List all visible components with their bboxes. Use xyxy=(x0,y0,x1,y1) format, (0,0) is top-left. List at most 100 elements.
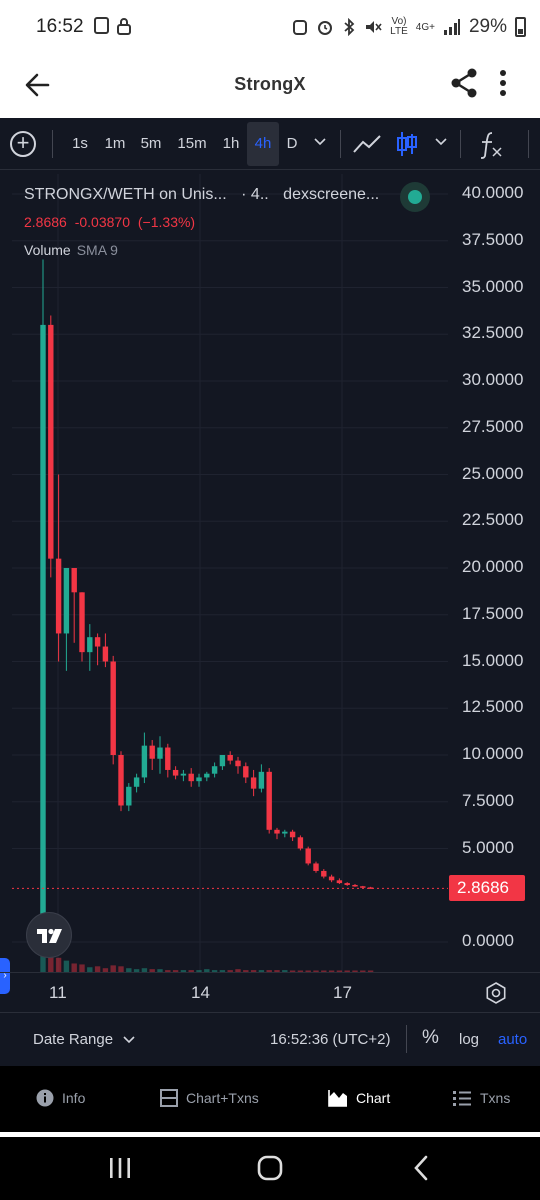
recent-apps-icon[interactable] xyxy=(108,1157,132,1179)
price-tick: 10.0000 xyxy=(462,744,524,763)
timeframe-4h[interactable]: 4h xyxy=(247,122,279,166)
candle xyxy=(367,887,374,889)
toolbar-divider xyxy=(528,130,529,158)
tab-info[interactable]: Info xyxy=(36,1086,85,1110)
timeframe-d[interactable]: D xyxy=(286,135,298,152)
volume-bar xyxy=(297,970,304,972)
chevron-down-icon[interactable] xyxy=(313,134,327,148)
price-tick: 32.5000 xyxy=(462,323,524,343)
legend-price: 2.8686 xyxy=(24,214,67,230)
tab-chart[interactable]: Chart xyxy=(328,1086,390,1110)
auto-scale-button[interactable]: auto xyxy=(498,1031,528,1048)
more-vert-icon[interactable] xyxy=(492,66,514,100)
volume-bar xyxy=(305,970,311,972)
volume-bar xyxy=(313,970,319,972)
chevron-down-icon[interactable] xyxy=(434,134,448,148)
volume-bar xyxy=(235,969,241,972)
back-nav-icon[interactable] xyxy=(412,1155,430,1181)
volume-bar xyxy=(274,970,280,972)
price-tick: 22.5000 xyxy=(462,510,524,530)
price-tick: 35.0000 xyxy=(462,276,524,296)
tab-txns[interactable]: Txns xyxy=(452,1086,510,1110)
price-tick: 20.0000 xyxy=(462,557,524,576)
tradingview-logo[interactable] xyxy=(26,912,72,958)
timeframe-15m[interactable]: 15m xyxy=(177,135,207,152)
candle xyxy=(344,883,350,885)
candle xyxy=(63,568,70,634)
status-bar: 16:52 Vo) LTE 4G+ 29% xyxy=(0,0,540,56)
volume-bar xyxy=(133,969,140,972)
price-tick: 7.5000 xyxy=(462,790,514,810)
chart-legend-price: 2.8686 -0.03870 (−1.33%) xyxy=(24,214,195,230)
status-time: 16:52 xyxy=(36,16,84,37)
price-tick: 30.0000 xyxy=(462,370,524,389)
candle xyxy=(289,831,296,838)
time-axis[interactable]: 11 14 17 xyxy=(0,972,540,1012)
line-chart-icon[interactable] xyxy=(352,130,382,158)
candle xyxy=(196,777,202,782)
battery-icon xyxy=(515,17,526,37)
candle xyxy=(79,592,85,653)
candle xyxy=(71,568,77,593)
tab-label: Chart xyxy=(356,1090,391,1106)
symbol-name[interactable]: STRONGX/WETH on Unis... xyxy=(24,186,227,203)
interval-label: · 4.. xyxy=(241,186,269,203)
candle xyxy=(360,886,366,888)
add-symbol-button[interactable]: + xyxy=(10,131,36,157)
candle xyxy=(149,745,155,759)
time-tick: 11 xyxy=(49,983,67,1002)
share-icon[interactable] xyxy=(448,66,480,100)
timeframe-1s[interactable]: 1s xyxy=(72,135,88,152)
time-tick: 14 xyxy=(191,983,210,1002)
timeframe-5m[interactable]: 5m xyxy=(140,135,162,152)
volume-bar xyxy=(321,970,327,972)
candle xyxy=(266,771,272,830)
home-icon[interactable] xyxy=(257,1155,283,1181)
candle xyxy=(352,884,358,887)
signal-icon xyxy=(443,19,460,35)
price-tick: 40.0000 xyxy=(462,183,524,202)
candle xyxy=(235,760,241,767)
volume-bar xyxy=(118,966,124,972)
back-arrow-icon[interactable] xyxy=(22,68,56,102)
volume-bar xyxy=(328,970,335,972)
candle xyxy=(219,755,226,767)
candle xyxy=(141,745,148,778)
legend-change-pct: (−1.33%) xyxy=(137,214,196,230)
price-tick: 17.5000 xyxy=(462,603,524,623)
log-scale-button[interactable]: log xyxy=(459,1031,480,1048)
settings-icon[interactable] xyxy=(484,981,508,1005)
candle xyxy=(133,777,140,787)
price-axis[interactable]: 40.0000 37.5000 35.0000 32.5000 30.0000 27.50… xyxy=(448,170,540,972)
candle xyxy=(250,777,257,789)
candle xyxy=(313,863,319,871)
market-status-indicator[interactable] xyxy=(400,182,430,212)
drawer-handle[interactable]: › xyxy=(0,958,10,994)
price-tick: 5.0000 xyxy=(462,837,514,857)
chart-clock[interactable]: 16:52:36 (UTC+2) xyxy=(270,1031,391,1048)
notification-photo-icon xyxy=(94,17,109,34)
price-tick: 15.0000 xyxy=(462,650,524,670)
network-type: 4G+ xyxy=(415,21,435,33)
percent-scale-button[interactable]: % xyxy=(422,1027,439,1048)
volume-label: Volume xyxy=(24,242,71,258)
candle xyxy=(55,558,62,634)
candles-icon[interactable] xyxy=(396,130,418,158)
volume-bar xyxy=(211,970,218,972)
volume-legend[interactable]: Volume SMA 9 xyxy=(24,242,118,258)
candle xyxy=(305,848,311,864)
candle xyxy=(118,755,124,806)
candle xyxy=(243,766,249,778)
timeframe-1h[interactable]: 1h xyxy=(222,135,240,152)
candlestick-chart[interactable] xyxy=(12,174,448,972)
timeframe-1m[interactable]: 1m xyxy=(104,135,126,152)
date-range-button[interactable]: Date Range xyxy=(33,1031,135,1048)
indicators-fx-icon[interactable] xyxy=(478,130,504,160)
volume-bar xyxy=(289,970,296,972)
candle xyxy=(110,661,116,755)
tab-chart-txns[interactable]: Chart+Txns xyxy=(160,1086,259,1110)
volume-bar xyxy=(180,970,187,972)
price-tick: 27.5000 xyxy=(462,416,524,436)
page-title: StrongX xyxy=(234,74,306,94)
volume-bar xyxy=(336,970,343,972)
